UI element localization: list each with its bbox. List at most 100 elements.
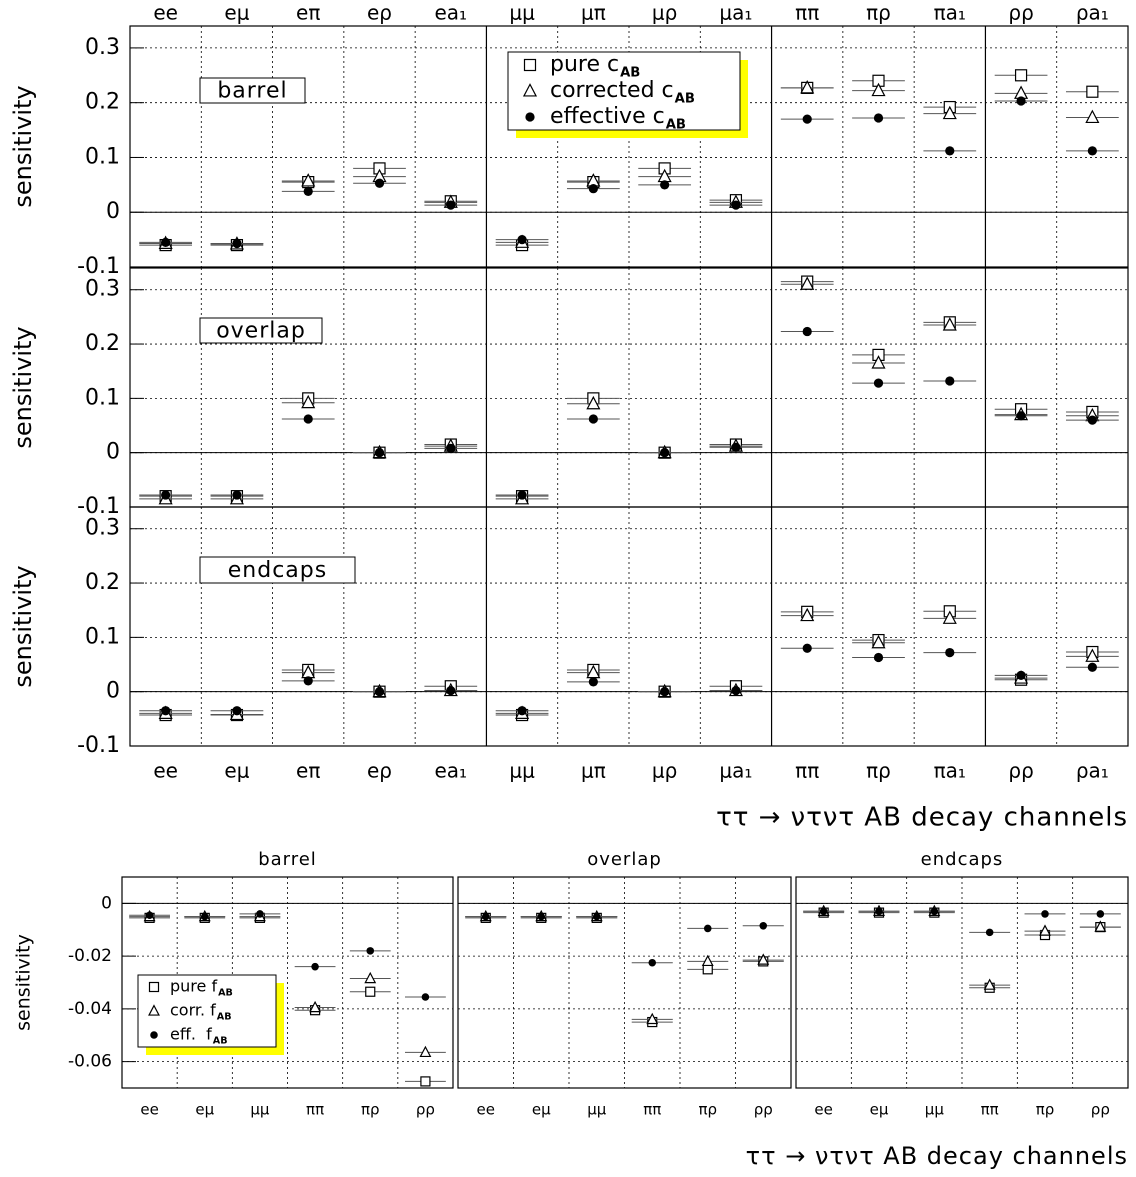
legend-marker xyxy=(523,58,537,72)
marker-triangle xyxy=(586,395,601,410)
x-tick-label: μa₁ xyxy=(719,1,752,25)
y-tick-label: 0.1 xyxy=(85,385,120,410)
panel-title: barrel xyxy=(258,849,317,870)
legend-label: corrected c xyxy=(550,78,674,103)
x-tick-label: ππ xyxy=(795,759,819,783)
x-tick-label: eρ xyxy=(367,759,392,783)
marker-square xyxy=(148,981,160,993)
marker-square xyxy=(1086,85,1099,98)
x-axis-label: ττ → ντντ AB decay channels xyxy=(716,803,1128,833)
legend-label: eff. f xyxy=(170,1025,212,1044)
marker-circle xyxy=(374,448,385,458)
y-tick-label: 0 xyxy=(106,679,120,704)
marker-circle xyxy=(945,647,955,658)
title-box xyxy=(199,77,306,104)
marker-circle xyxy=(232,490,242,500)
x-tick-label: eρ xyxy=(367,1,392,25)
marker-triangle xyxy=(1085,648,1100,662)
marker-circle xyxy=(200,912,209,921)
legend-box xyxy=(507,51,741,131)
legend-label-subscript: AB xyxy=(218,988,233,999)
legend-marker xyxy=(522,83,538,97)
legend-label: pure c xyxy=(550,52,619,77)
marker-circle xyxy=(802,643,812,653)
x-tick-label: eπ xyxy=(296,1,320,25)
y-tick-label: 0 xyxy=(101,893,112,913)
y-axis-label: sensitivity xyxy=(9,565,37,687)
x-tick-label: πρ xyxy=(361,1101,380,1119)
marker-circle xyxy=(1087,415,1097,425)
x-tick-label: ea₁ xyxy=(434,1,467,25)
marker-triangle xyxy=(800,80,815,94)
legend-label: corr. f xyxy=(170,1001,216,1020)
x-tick-label: μρ xyxy=(652,1,677,25)
panel-title: endcaps xyxy=(921,849,1004,870)
x-tick-label: ρρ xyxy=(1091,1101,1110,1119)
x-tick-label: eπ xyxy=(296,759,320,783)
marker-circle xyxy=(366,947,375,955)
marker-triangle xyxy=(419,1045,432,1058)
marker-circle xyxy=(374,178,385,188)
y-tick-label: 0.2 xyxy=(85,331,120,356)
title-box xyxy=(199,317,323,344)
x-tick-label: ee xyxy=(153,1,178,25)
marker-square xyxy=(365,986,376,997)
marker-circle xyxy=(481,912,490,921)
x-tick-label: ee xyxy=(477,1101,495,1119)
marker-circle xyxy=(592,912,601,921)
marker-triangle xyxy=(1094,920,1107,932)
marker-circle xyxy=(303,676,313,686)
marker-circle xyxy=(446,685,456,696)
marker-circle xyxy=(1016,411,1026,421)
marker-triangle xyxy=(701,954,714,967)
marker-circle xyxy=(161,490,171,500)
y-axis-label: sensitivity xyxy=(13,934,35,1031)
marker-triangle xyxy=(1039,924,1051,936)
x-tick-label: πρ xyxy=(866,1,891,25)
x-tick-label: eμ xyxy=(195,1101,214,1119)
x-tick-label: ρρ xyxy=(416,1101,435,1119)
legend-label-subscript: AB xyxy=(213,1036,228,1047)
marker-triangle xyxy=(757,953,770,965)
plot-frame xyxy=(121,876,454,1089)
marker-triangle xyxy=(942,610,957,624)
x-tick-label: ee xyxy=(140,1101,158,1119)
x-tick-label: ππ xyxy=(306,1101,324,1119)
panel-title: overlap xyxy=(587,849,662,870)
marker-circle xyxy=(945,376,955,386)
x-tick-label: πρ xyxy=(1036,1101,1055,1119)
marker-circle xyxy=(517,490,527,500)
plot-frame xyxy=(795,876,1129,1089)
marker-triangle xyxy=(301,394,316,409)
panel-title: endcaps xyxy=(228,558,327,583)
x-tick-label: eμ xyxy=(870,1101,889,1119)
legend-label-subscript: AB xyxy=(217,1012,232,1023)
plot-frame xyxy=(457,876,792,1089)
panel-title: barrel xyxy=(217,79,287,104)
x-tick-label: eμ xyxy=(224,759,249,783)
y-tick-label: -0.1 xyxy=(77,254,120,279)
legend-label-subscript: AB xyxy=(675,92,695,107)
x-tick-label: μμ xyxy=(509,1,535,25)
marker-circle xyxy=(1087,662,1097,672)
marker-circle xyxy=(232,706,242,716)
marker-circle xyxy=(311,962,319,971)
marker-circle xyxy=(517,706,527,716)
marker-circle xyxy=(731,442,741,452)
marker-circle xyxy=(421,993,430,1001)
marker-circle xyxy=(1016,96,1026,106)
marker-circle xyxy=(145,911,154,920)
marker-circle xyxy=(985,928,994,937)
marker-circle xyxy=(945,146,955,156)
x-tick-label: ρρ xyxy=(1008,759,1033,783)
marker-circle xyxy=(588,184,598,194)
x-tick-label: μμ xyxy=(250,1101,270,1119)
x-tick-label: πρ xyxy=(698,1101,717,1119)
x-tick-label: ee xyxy=(814,1101,832,1119)
y-tick-label: -0.1 xyxy=(77,733,120,758)
x-tick-label: ππ xyxy=(643,1101,661,1119)
x-tick-label: ee xyxy=(153,759,178,783)
title-box xyxy=(199,556,356,584)
marker-circle xyxy=(875,907,883,916)
y-tick-label: -0.02 xyxy=(68,946,112,966)
